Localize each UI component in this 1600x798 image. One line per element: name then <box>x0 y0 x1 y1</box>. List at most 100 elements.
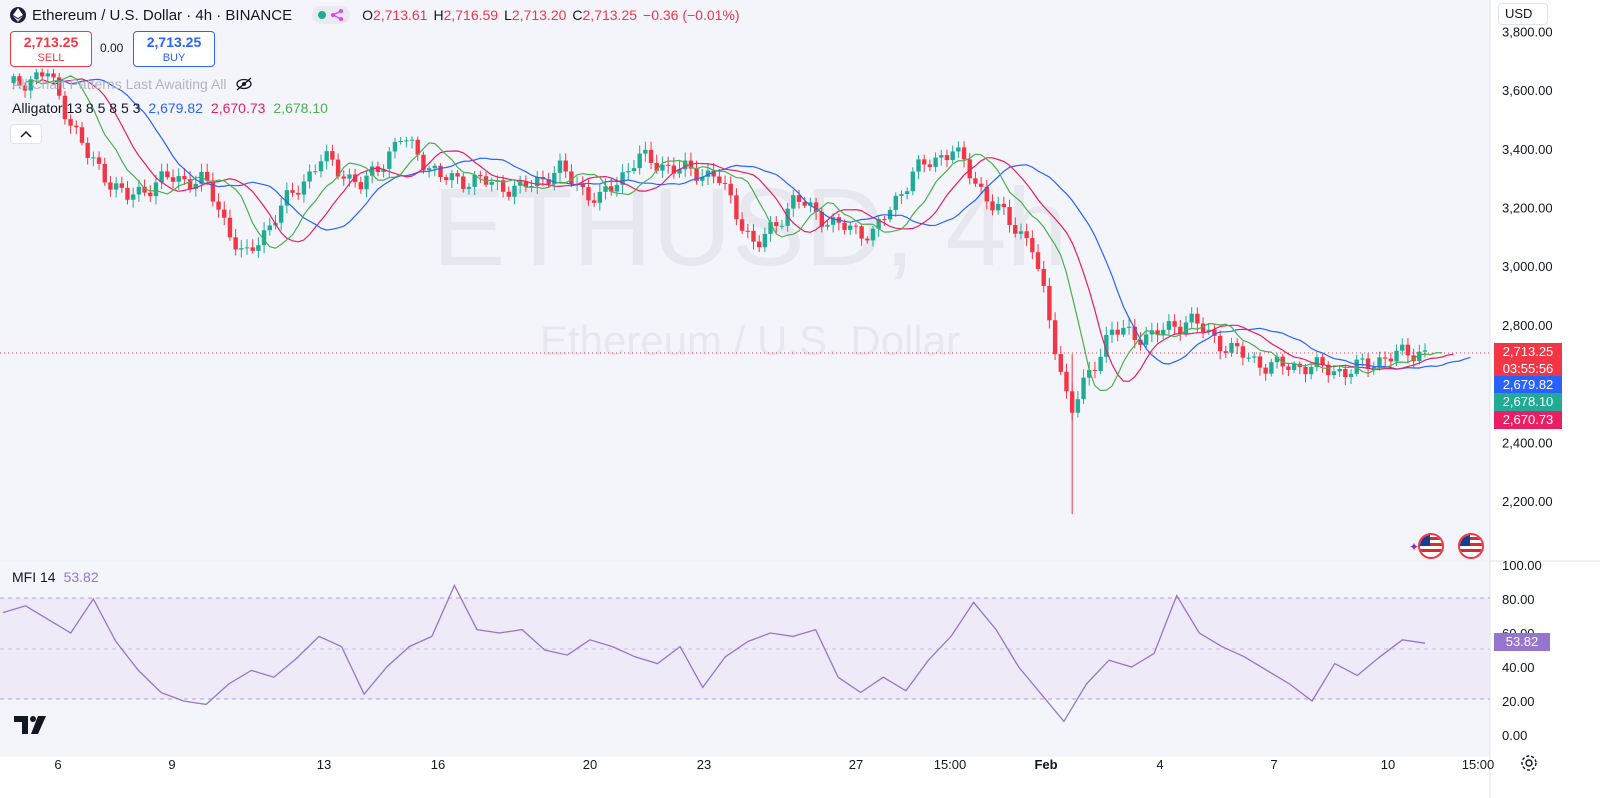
candle-body <box>1280 356 1285 367</box>
candle-body <box>802 201 807 206</box>
candle-body <box>1143 334 1149 345</box>
sell-button[interactable]: 2,713.25 SELL <box>10 31 92 67</box>
time-axis[interactable]: 6 9 13 16 20 23 27 15:00 Feb 4 7 10 15:00 <box>54 757 1494 772</box>
candle-body <box>756 241 762 248</box>
alligator-jaw-value: 2,679.82 <box>148 100 203 116</box>
candle-body <box>722 183 728 185</box>
candle-body <box>68 119 73 126</box>
candle-body <box>1394 350 1399 362</box>
patterns-legend[interactable]: All Chart Patterns Last Awaiting All <box>12 76 253 92</box>
buy-label: BUY <box>162 52 186 64</box>
candle-body <box>1166 321 1172 330</box>
candle-body <box>358 182 364 190</box>
candle-body <box>631 168 637 172</box>
candle-body <box>472 174 477 187</box>
candle-body <box>449 173 455 181</box>
alligator-teeth-value: 2,670.73 <box>210 100 266 116</box>
candle-body <box>973 178 978 184</box>
candle-body <box>939 155 944 158</box>
mfi-line <box>2 583 1426 723</box>
alligator-legend[interactable]: Alligator 13 8 5 8 5 3 2,679.82 2,670.73… <box>12 100 328 116</box>
candle-body <box>916 159 921 172</box>
candle-body <box>859 226 864 239</box>
candle-body <box>324 151 329 162</box>
candle-body <box>557 160 563 173</box>
us-flag-event-icon[interactable] <box>1418 533 1444 559</box>
candle-body <box>569 171 574 185</box>
candle-body <box>853 225 859 227</box>
currency-selector[interactable]: USD <box>1498 3 1548 25</box>
change-value: −0.36 (−0.01%) <box>643 7 740 23</box>
time-tick-label: 23 <box>697 757 711 772</box>
settings-gear-icon[interactable] <box>1520 754 1538 777</box>
us-flag-event-icon[interactable] <box>1458 533 1484 559</box>
candle-body <box>290 190 295 193</box>
candle-body <box>1047 285 1052 321</box>
candle-body <box>1229 343 1234 353</box>
candle-body <box>1291 363 1297 370</box>
candle-body <box>113 183 119 190</box>
close-value: 2,713.25 <box>582 7 638 23</box>
candle-body <box>643 149 648 154</box>
candle-body <box>182 176 187 180</box>
candle-body <box>1121 327 1126 335</box>
eye-hidden-icon[interactable] <box>235 77 253 91</box>
candle-body <box>381 168 386 173</box>
candle-body <box>671 165 677 174</box>
candle-body <box>899 194 904 196</box>
last-price-value: 2,713.25 <box>1502 344 1554 359</box>
status-pill[interactable] <box>312 6 351 24</box>
price-tick-label: 3,000.00 <box>1502 259 1553 274</box>
candle-body <box>1172 321 1177 327</box>
candle-body <box>170 177 176 182</box>
symbol-header: Ethereum / U.S. Dollar · 4h · BINANCE O2… <box>10 4 740 26</box>
candle-body <box>677 169 682 174</box>
candle-body <box>609 186 614 192</box>
candle-body <box>927 164 933 167</box>
candle-body <box>1024 231 1029 239</box>
price-tick-label: 3,800.00 <box>1502 24 1553 39</box>
candle-body <box>216 201 221 210</box>
candle-body <box>1075 399 1081 413</box>
candle-body <box>267 225 272 231</box>
candle-body <box>990 201 995 211</box>
candle-body <box>278 205 284 223</box>
candle-body <box>421 154 426 171</box>
collapse-legend-button[interactable] <box>10 124 42 144</box>
candle-body <box>1354 359 1359 374</box>
mfi-legend[interactable]: MFI 14 53.82 <box>12 569 99 585</box>
time-tick-label: 13 <box>317 757 331 772</box>
candle-body <box>1252 356 1257 358</box>
candle-body <box>523 181 529 188</box>
candle-body <box>193 183 198 189</box>
buy-button[interactable]: 2,713.25 BUY <box>133 31 215 67</box>
candle-body <box>728 183 733 196</box>
candle-body <box>1246 357 1251 359</box>
ohlc-readout: O2,713.61 H2,716.59 L2,713.20 C2,713.25 … <box>362 7 739 23</box>
candle-body <box>808 202 813 206</box>
price-axis[interactable]: 3,800.00 3,600.00 3,400.00 3,200.00 3,000.00… <box>1502 24 1553 509</box>
candle-body <box>1331 371 1337 376</box>
alligator-lines <box>24 75 1471 392</box>
mfi-tick-label: 20.00 <box>1502 694 1535 709</box>
candle-body <box>1126 326 1132 328</box>
countdown-value: 03:55:56 <box>1502 361 1554 376</box>
candle-body <box>313 171 318 173</box>
candle-body <box>432 165 438 169</box>
candle-body <box>1235 343 1240 347</box>
candle-body <box>1337 368 1342 372</box>
lips-tag: 2,678.10 <box>1494 393 1562 411</box>
candle-body <box>1138 339 1143 345</box>
candle-body <box>199 171 204 184</box>
candle-body <box>1104 334 1109 357</box>
price-pane-bg <box>0 0 1490 560</box>
candle-body <box>330 151 335 160</box>
candle-body <box>478 174 483 177</box>
candle-body <box>1400 344 1405 351</box>
symbol-title[interactable]: Ethereum / U.S. Dollar · 4h · BINANCE <box>32 6 293 24</box>
candle-body <box>335 159 341 177</box>
candle-body <box>1348 373 1354 378</box>
tradingview-logo[interactable] <box>14 714 50 741</box>
